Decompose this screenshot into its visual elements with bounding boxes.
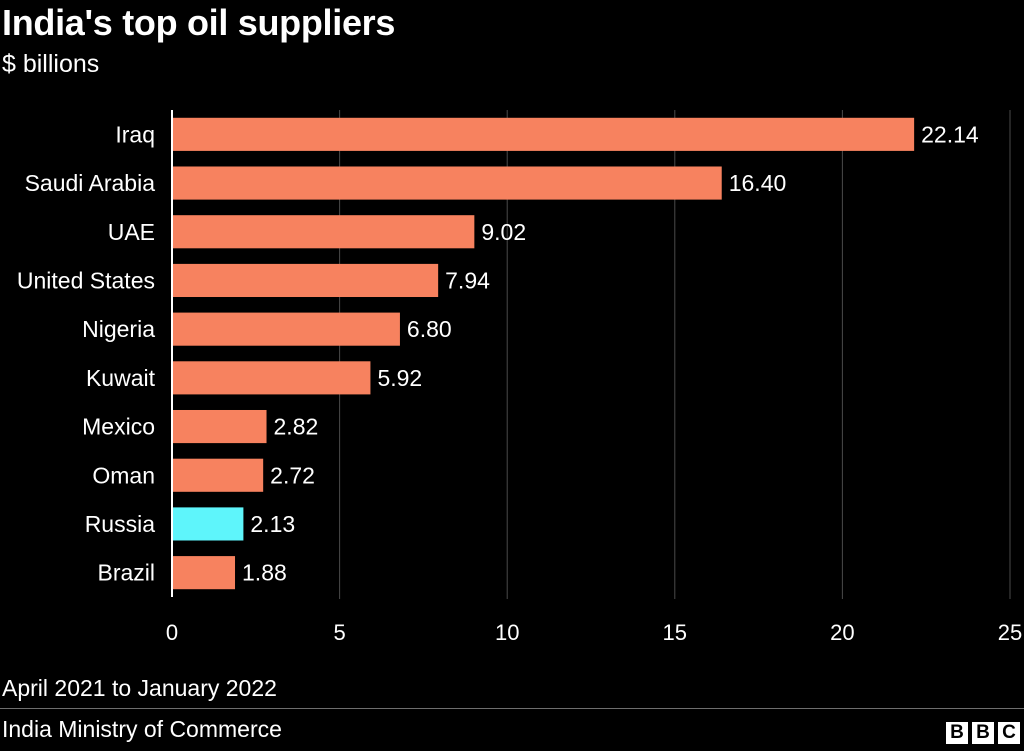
category-label: Russia: [85, 511, 156, 537]
chart-subtitle: $ billions: [2, 50, 100, 78]
chart-title: India's top oil suppliers: [2, 2, 396, 43]
bar-saudi-arabia: [172, 166, 722, 200]
category-label: Kuwait: [86, 365, 156, 391]
value-label: 9.02: [481, 219, 526, 245]
x-tick-label: 5: [333, 620, 345, 645]
value-label: 5.92: [377, 365, 422, 391]
bar-mexico: [172, 409, 267, 444]
bar-brazil: [172, 556, 236, 590]
x-tick-label: 25: [998, 620, 1022, 645]
x-axis-ticks: 0 5 10 15 20 25: [166, 620, 1022, 645]
category-label: Iraq: [115, 121, 155, 147]
category-label: Brazil: [97, 560, 155, 586]
value-label: 6.80: [407, 316, 452, 342]
value-label: 2.82: [274, 414, 319, 440]
footer-divider: [0, 708, 1024, 709]
bar-russia: [172, 507, 244, 541]
x-tick-label: 20: [830, 620, 854, 645]
bar-oman: [172, 458, 264, 492]
bar-united-states: [172, 263, 439, 298]
category-label: Nigeria: [82, 316, 155, 342]
value-label: 22.14: [921, 121, 979, 147]
value-label: 16.40: [729, 170, 787, 196]
bbc-logo: B B C: [946, 722, 1020, 744]
labels: Iraq 22.14 Saudi Arabia 16.40 UAE 9.02 United …: [17, 121, 979, 585]
x-tick-label: 15: [663, 620, 687, 645]
logo-letter: C: [998, 722, 1020, 744]
bar-chart: Iraq 22.14 Saudi Arabia 16.40 UAE 9.02 United …: [17, 110, 1022, 645]
category-label: UAE: [108, 219, 155, 245]
value-label: 1.88: [242, 560, 287, 586]
bars: [171, 110, 915, 597]
category-label: Oman: [92, 462, 155, 488]
bar-nigeria: [172, 312, 400, 346]
category-label: Saudi Arabia: [25, 170, 156, 196]
bar-uae: [172, 215, 475, 249]
category-label: United States: [17, 267, 155, 293]
category-label: Mexico: [82, 414, 155, 440]
bar-kuwait: [172, 361, 371, 395]
logo-letter: B: [972, 722, 994, 744]
x-tick-label: 0: [166, 620, 178, 645]
x-tick-label: 10: [495, 620, 519, 645]
logo-letter: B: [946, 722, 968, 744]
source-credit: India Ministry of Commerce: [2, 716, 282, 742]
value-label: 2.13: [250, 511, 295, 537]
value-label: 7.94: [445, 267, 490, 293]
value-label: 2.72: [270, 462, 315, 488]
bar-iraq: [172, 117, 915, 151]
date-range-note: April 2021 to January 2022: [2, 675, 277, 701]
